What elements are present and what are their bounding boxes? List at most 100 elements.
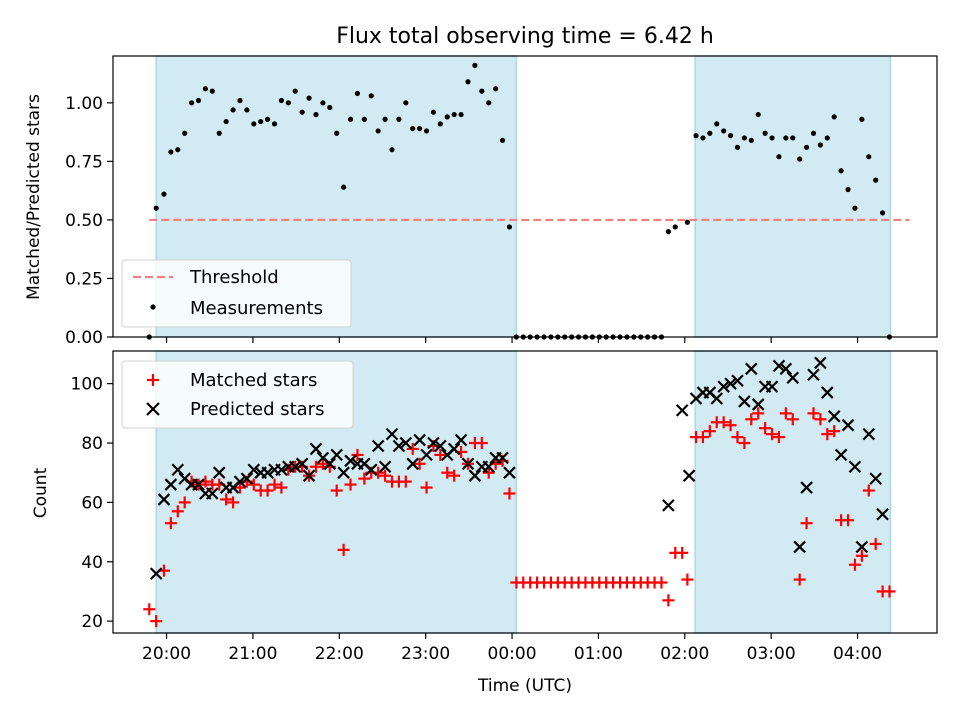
x-tick-label: 23:00: [401, 644, 450, 664]
y-tick-label: 0.75: [65, 152, 103, 172]
predicted-star-point: [724, 377, 737, 390]
predicted-star-point: [807, 368, 820, 382]
predicted-star-point: [171, 463, 185, 477]
measurement-point: [313, 111, 319, 118]
measurement-point: [783, 135, 789, 141]
y-tick-label: 60: [81, 493, 103, 513]
predicted-star-point: [309, 442, 323, 456]
x-tick-label: 00:00: [488, 644, 537, 664]
matched-star-point: [696, 431, 709, 444]
predicted-stars-series: [149, 356, 889, 580]
matched-star-point: [268, 478, 281, 491]
matched-star-point: [703, 425, 716, 438]
measurement-point: [334, 130, 340, 136]
matched-star-point: [814, 413, 827, 426]
matched-star-point: [379, 469, 392, 482]
predicted-star-point: [710, 392, 724, 405]
matched-star-point: [344, 478, 357, 491]
matched-star-point: [717, 416, 730, 429]
predicted-star-point: [447, 442, 461, 456]
predicted-star-point: [240, 472, 254, 485]
predicted-star-point: [392, 439, 406, 453]
measurement-point: [168, 149, 174, 155]
predicted-star-point: [482, 460, 496, 474]
measurement-point: [410, 125, 416, 132]
observing-window: [694, 350, 892, 634]
measurement-point: [831, 114, 837, 120]
measurement-point: [389, 147, 395, 153]
measurement-point: [417, 125, 423, 132]
measurement-point: [748, 137, 754, 143]
y-tick-label: 40: [81, 553, 103, 573]
matched-star-point: [855, 549, 868, 562]
measurement-point: [499, 137, 506, 143]
legend-matched-label: Matched stars: [190, 370, 317, 391]
matched-star-point: [434, 448, 447, 461]
matched-star-point: [738, 437, 751, 450]
predicted-star-point: [876, 507, 889, 521]
predicted-star-point: [786, 371, 800, 384]
matched-star-point: [681, 573, 694, 586]
matched-star-point: [330, 484, 343, 497]
measurement-point: [859, 116, 865, 122]
predicted-star-point: [751, 398, 765, 411]
measurement-point: [327, 104, 333, 111]
measurement-point: [472, 62, 478, 68]
measurement-point: [838, 168, 844, 174]
measurement-point: [258, 118, 264, 125]
matched-star-point: [227, 496, 240, 509]
bottom-legend-box: [121, 360, 354, 429]
measurement-point: [486, 100, 492, 106]
matched-star-point: [150, 615, 163, 628]
x-tick-label: 01:00: [574, 644, 623, 664]
measurement-point: [741, 135, 747, 141]
measurement-point: [700, 135, 706, 141]
measurement-point: [727, 133, 734, 139]
matched-star-point: [883, 585, 896, 598]
measurement-point: [866, 154, 872, 160]
measurement-point: [755, 111, 761, 118]
measurement-point: [347, 116, 354, 122]
predicted-star-point: [212, 466, 226, 479]
matched-star-point: [772, 431, 785, 444]
measurement-point: [437, 121, 443, 127]
measurement-point: [506, 224, 513, 230]
predicted-star-point: [302, 469, 316, 482]
predicted-star-point: [413, 433, 426, 447]
measurement-point: [810, 130, 817, 136]
matched-star-point: [399, 475, 412, 488]
measurement-point: [824, 135, 830, 141]
predicted-star-point: [399, 436, 413, 450]
measurement-point: [237, 97, 243, 104]
measurement-point: [769, 135, 775, 141]
x-axis-label: Time (UTC): [477, 676, 572, 696]
predicted-star-point: [862, 427, 876, 441]
x-tick-label: 21:00: [228, 644, 277, 664]
top-y-axis: 0.00 0.25 0.50 0.75 1.00: [65, 94, 113, 348]
measurement-point: [202, 86, 209, 92]
y-tick-label: 20: [81, 612, 103, 632]
y-tick-label: 0.50: [65, 211, 103, 231]
matched-star-point: [793, 573, 806, 586]
measurement-point: [375, 128, 381, 134]
measurement-point: [879, 210, 886, 216]
predicted-star-point: [662, 499, 675, 512]
matched-star-point: [862, 484, 875, 497]
bottom-y-axis-label: Count: [31, 467, 51, 518]
predicted-star-point: [496, 451, 509, 465]
matched-star-point: [842, 514, 855, 527]
measurement-point: [665, 229, 671, 235]
top-y-axis-label: Matched/Predicted stars: [24, 94, 44, 300]
predicted-star-point: [454, 433, 468, 447]
predicted-star-point: [738, 395, 751, 408]
predicted-star-point: [330, 448, 343, 462]
measurement-point: [223, 118, 229, 125]
measurement-point: [209, 88, 215, 94]
matched-star-point: [655, 576, 668, 589]
matched-star-point: [475, 437, 488, 450]
measurement-point: [693, 133, 699, 139]
matched-star-point: [786, 413, 799, 426]
predicted-star-point: [461, 457, 475, 471]
legend-predicted-swatch: [146, 402, 160, 416]
